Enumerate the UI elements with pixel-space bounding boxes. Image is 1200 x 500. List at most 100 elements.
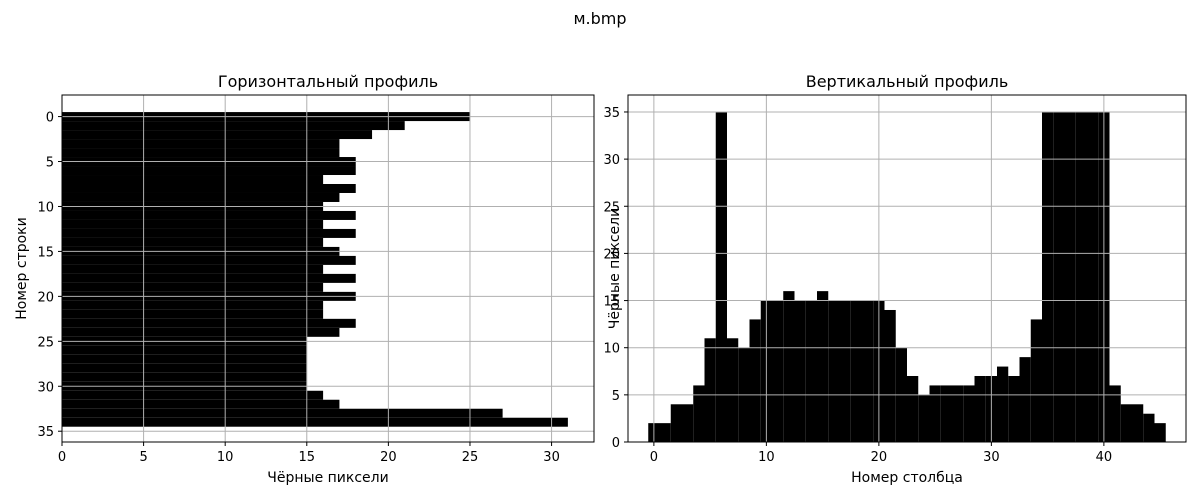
x-tick-label: 25: [462, 450, 479, 465]
bar: [1042, 111, 1054, 442]
bar: [62, 399, 340, 409]
y-tick-label: 35: [603, 106, 620, 121]
y-tick-label: 5: [612, 389, 620, 404]
plot-frame: [61, 94, 595, 443]
bar: [1053, 111, 1065, 442]
y-axis-label: Чёрные пиксели: [607, 208, 623, 329]
bar: [974, 375, 986, 442]
bar: [1008, 375, 1020, 442]
bar: [997, 366, 1009, 442]
x-tick-label: 10: [758, 450, 775, 465]
bar: [929, 385, 941, 442]
y-tick-label: 25: [37, 335, 54, 350]
chart-title: Горизонтальный профиль: [218, 72, 438, 91]
y-tick-label: 0: [46, 111, 54, 126]
bar: [805, 300, 817, 442]
bar: [62, 237, 324, 247]
bar: [794, 300, 806, 442]
y-tick-label: 15: [37, 245, 54, 260]
bar: [62, 309, 324, 319]
bar: [62, 219, 324, 229]
y-tick-label: 30: [37, 380, 54, 395]
bar: [62, 354, 307, 364]
y-tick-label: 20: [37, 290, 54, 305]
bar: [693, 385, 705, 442]
bar: [1064, 111, 1076, 442]
y-tick-label: 25: [603, 200, 620, 215]
bar: [1154, 423, 1166, 442]
x-tick-label: 10: [217, 450, 234, 465]
bar: [682, 404, 694, 442]
x-axis-label: Чёрные пиксели: [267, 470, 388, 486]
bar: [1075, 111, 1087, 442]
y-tick-label: 35: [37, 425, 54, 440]
x-tick-label: 15: [299, 450, 316, 465]
bar: [952, 385, 964, 442]
x-tick-label: 30: [543, 450, 560, 465]
bar: [62, 390, 324, 400]
x-tick-label: 40: [1096, 450, 1113, 465]
bar: [704, 338, 716, 442]
bar: [62, 255, 356, 265]
y-tick-label: 5: [46, 156, 54, 171]
bar: [62, 121, 405, 131]
bar: [884, 309, 896, 442]
bar: [62, 273, 356, 283]
bar: [62, 372, 307, 382]
bar: [1120, 404, 1132, 442]
bar: [62, 345, 307, 355]
bar: [62, 139, 340, 149]
bar: [749, 319, 761, 442]
x-tick-label: 5: [139, 450, 147, 465]
bar: [783, 291, 795, 442]
plot-frame: [627, 94, 1187, 443]
bar: [62, 417, 568, 427]
bar: [62, 192, 340, 202]
horizontal-profile-chart: 0 5 10 15 20 25 30 0 5 10 15 20 25 30 35 Горизонтальный…: [14, 72, 595, 486]
bar: [727, 338, 739, 442]
y-tick-label: 15: [603, 295, 620, 310]
bar: [1132, 404, 1144, 442]
bar: [62, 363, 307, 373]
bar: [62, 130, 373, 140]
bar: [963, 385, 975, 442]
y-axis-label: Номер строки: [14, 217, 30, 319]
bar: [907, 375, 919, 442]
vertical-profile-chart: 0 10 20 30 40 0 5 10 15 20 25 30 35 Вертикальный проф…: [603, 72, 1187, 486]
bar: [62, 175, 324, 184]
y-tick-label: 10: [603, 342, 620, 357]
bar: [62, 318, 356, 328]
x-axis-label: Номер столбца: [851, 470, 963, 486]
y-tick-label: 0: [612, 436, 620, 451]
bar: [1019, 357, 1031, 442]
bar: [772, 300, 784, 442]
x-tick-label: 0: [58, 450, 66, 465]
bar: [62, 228, 356, 238]
bar: [62, 183, 356, 193]
bar: [62, 408, 503, 418]
chart-title: Вертикальный профиль: [806, 72, 1009, 91]
bar: [1143, 413, 1155, 442]
bar: [715, 111, 727, 442]
bar: [918, 394, 930, 442]
bar: [670, 404, 682, 442]
x-tick-label: 0: [650, 450, 658, 465]
bar: [62, 300, 324, 310]
bar: [62, 148, 340, 158]
bar: [862, 300, 874, 442]
bar: [1087, 111, 1099, 442]
bar: [62, 264, 324, 274]
figure-suptitle: м.bmp: [573, 9, 626, 28]
bar: [1109, 385, 1121, 442]
bar: [1030, 319, 1042, 442]
x-tick-label: 20: [871, 450, 888, 465]
bar: [828, 300, 840, 442]
bar: [839, 300, 851, 442]
bar: [850, 300, 862, 442]
y-tick-label: 10: [37, 200, 54, 215]
bar: [62, 166, 356, 176]
x-tick-label: 30: [983, 450, 1000, 465]
bar: [817, 291, 829, 442]
bar: [659, 423, 671, 442]
